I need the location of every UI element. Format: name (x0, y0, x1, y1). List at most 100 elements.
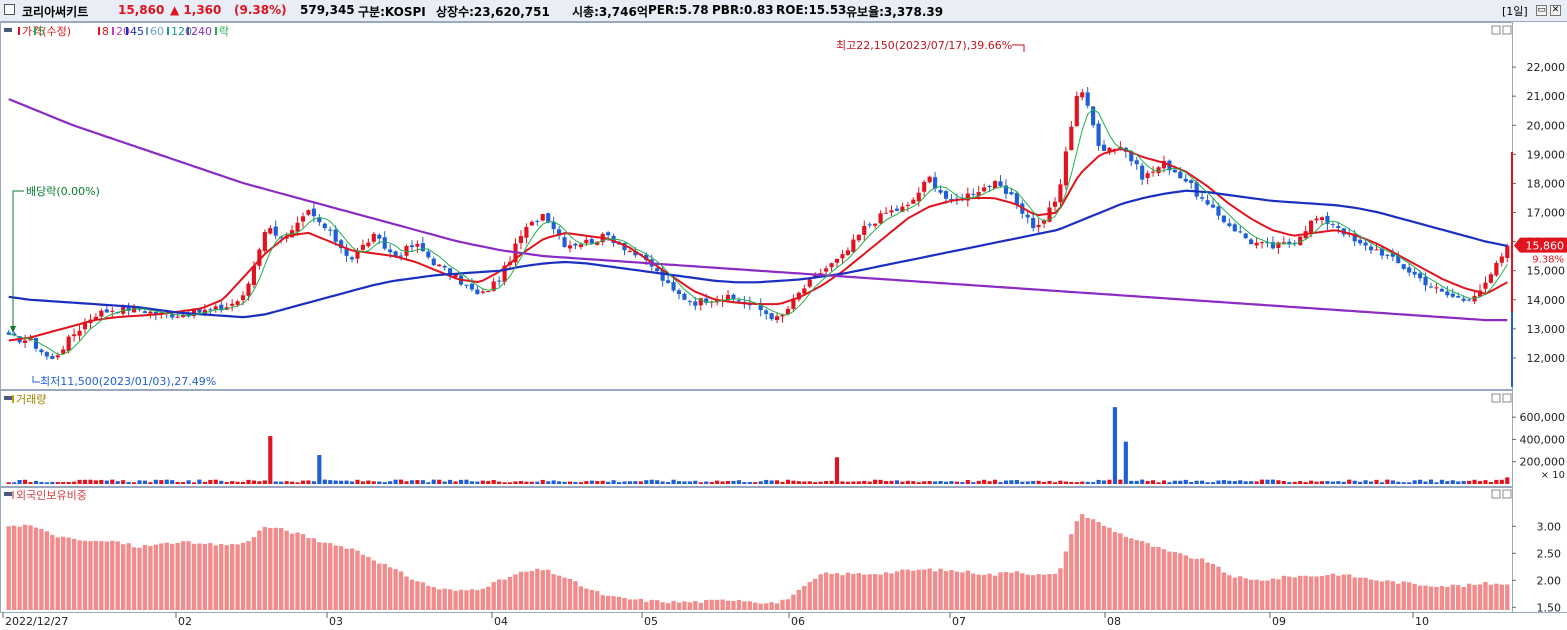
volume-bar (1423, 481, 1428, 484)
volume-bar (829, 480, 834, 484)
candle-body (943, 191, 949, 199)
foreign-ratio-bar (1047, 574, 1052, 610)
foreign-ratio-bar (611, 596, 616, 610)
restore-button[interactable]: ▭ (1536, 5, 1547, 16)
foreign-ratio-bar (360, 554, 366, 610)
volume-bar (420, 480, 425, 484)
foreign-ratio-bar (600, 595, 605, 610)
volume-bar (1379, 482, 1385, 484)
foreign-tick-label: 3.00 (1537, 520, 1562, 533)
volume-bar (230, 481, 235, 484)
volume-bar (840, 481, 845, 484)
foreign-ratio-bar (1238, 576, 1243, 610)
candle-body (230, 303, 235, 306)
volume-bar (393, 479, 398, 484)
candle-body (529, 221, 534, 226)
candle-body (202, 309, 207, 314)
foreign-ratio-bar (1494, 583, 1499, 610)
volume-bar (1450, 480, 1455, 484)
volume-bar (1456, 481, 1461, 484)
foreign-ratio-bar (409, 579, 415, 610)
volume-bar (1418, 479, 1423, 484)
foreign-ratio-bar (916, 569, 921, 610)
foreign-ratio-bar (349, 548, 355, 610)
foreign-ratio-bar (268, 527, 273, 610)
candle-body (829, 263, 834, 268)
foreign-ratio-bar (382, 563, 387, 610)
foreign-ratio-bar (813, 578, 818, 610)
volume-bar (878, 479, 883, 484)
price-tick-label: 19,000 (1527, 148, 1566, 161)
candle-body (987, 185, 992, 187)
volume-bar (671, 479, 676, 484)
foreign-ratio-bar (486, 586, 491, 610)
foreign-ratio-bar (311, 538, 317, 610)
volume-bar (126, 481, 131, 484)
candle-body (1052, 201, 1058, 207)
candle-body (295, 222, 300, 232)
select-checkbox[interactable] (4, 4, 15, 15)
foreign-ratio-bar (638, 598, 644, 610)
candle-body (142, 311, 148, 313)
volume-bar (1183, 479, 1188, 484)
candle-body (867, 224, 872, 226)
volume-bar (1009, 480, 1014, 484)
legend-swatch (146, 27, 148, 35)
volume-bar (873, 479, 878, 484)
volume-bar (753, 482, 758, 484)
volume-bar (905, 480, 910, 484)
volume-bar (61, 481, 66, 484)
volume-bar (186, 480, 191, 484)
candle-body (840, 254, 845, 259)
foreign-ratio-bar (682, 601, 687, 610)
volume-tick-label: 200,000 (1520, 456, 1566, 469)
volume-bar (213, 479, 218, 484)
foreign-ratio-bar (905, 569, 911, 610)
foreign-ratio-bar (415, 581, 420, 610)
volume-bar (785, 479, 791, 484)
volume-bar (1488, 482, 1493, 484)
candle-body (834, 258, 840, 263)
candle-body (497, 280, 502, 282)
period-button[interactable]: [1일] (1502, 5, 1528, 18)
foreign-ratio-bar (965, 570, 970, 610)
foreign-ratio-bar (507, 576, 513, 610)
candle-body (415, 243, 420, 247)
volume-bar (349, 481, 355, 484)
close-button[interactable]: ✕ (1550, 5, 1561, 16)
volume-bar (262, 480, 267, 484)
foreign-ratio-bar (1374, 580, 1379, 610)
volume-bar (191, 482, 197, 484)
volume-bar (644, 480, 649, 484)
volume-bar (142, 480, 148, 484)
foreign-ratio-bar (159, 543, 164, 610)
candle-body (426, 251, 431, 258)
volume-bar (949, 481, 954, 484)
foreign-ratio-bar (1325, 575, 1330, 610)
volume-bar (845, 481, 850, 484)
volume-bar (1069, 482, 1074, 484)
volume-bar (1259, 479, 1265, 484)
candle-body (1401, 264, 1406, 269)
foreign-ratio-bar (802, 585, 807, 610)
foreign-ratio-bar (1341, 574, 1346, 610)
high-annotation: 최고22,150(2023/07/17),39.66% (836, 39, 1012, 52)
candle-body (883, 212, 889, 214)
foreign-ratio-bar (1385, 580, 1390, 610)
foreign-ratio-bar (987, 573, 992, 610)
candle-body (627, 251, 633, 253)
foreign-ratio-bar (170, 543, 175, 610)
candle-body (1232, 224, 1237, 232)
candle-body (807, 279, 812, 287)
candle-body (780, 315, 785, 317)
volume-bar (366, 480, 371, 484)
stock-chart[interactable]: 22,00021,00020,00019,00018,00017,00016,0… (0, 22, 1567, 630)
candle-body (589, 239, 594, 244)
candle-body (1210, 204, 1216, 208)
panel-restore-button (1491, 25, 1501, 35)
foreign-ratio-bar (1178, 553, 1183, 610)
volume-bar (557, 481, 562, 484)
foreign-ratio-bar (976, 574, 981, 610)
volume-bar (1156, 482, 1161, 484)
foreign-ratio-bar (616, 596, 622, 610)
